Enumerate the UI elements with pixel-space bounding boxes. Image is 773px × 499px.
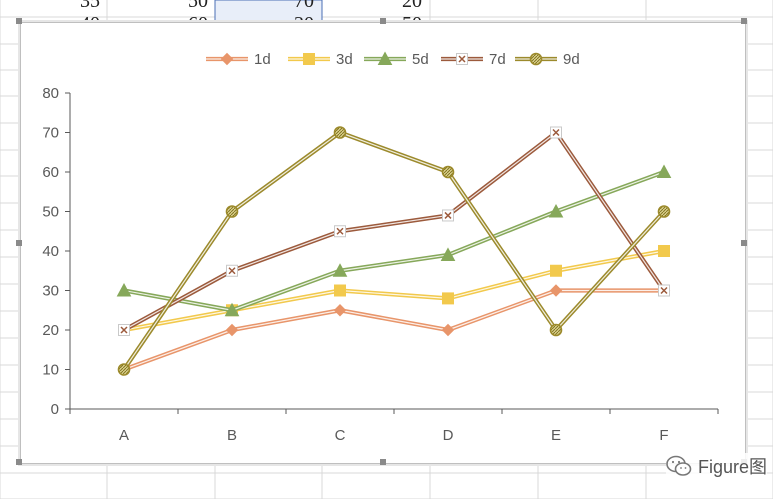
legend-item-9d: 9d — [515, 51, 580, 68]
x-tick-label: C — [335, 427, 346, 444]
y-tick-label: 0 — [51, 401, 59, 418]
legend-marker — [529, 52, 543, 66]
x-tick-label: F — [659, 427, 668, 444]
legend-marker — [220, 52, 234, 66]
cell-value[interactable]: 50 — [188, 0, 208, 12]
legend-item-5d: 5d — [364, 51, 429, 68]
data-point — [548, 203, 564, 218]
y-tick-label: 20 — [42, 322, 59, 339]
legend-label: 7d — [489, 51, 506, 68]
legend-item-3d: 3d — [288, 51, 353, 68]
data-point — [658, 245, 670, 257]
data-point — [334, 225, 346, 238]
data-point — [333, 304, 347, 317]
data-point — [442, 209, 454, 222]
data-point — [656, 164, 672, 178]
data-point — [333, 126, 347, 139]
data-point — [440, 247, 456, 261]
legend-item-7d: 7d — [441, 51, 506, 68]
resize-handle[interactable] — [741, 18, 747, 24]
legend-marker — [456, 53, 468, 65]
legend-marker — [377, 51, 393, 65]
data-point — [225, 205, 239, 218]
cell-value[interactable]: 35 — [80, 0, 100, 12]
data-point — [334, 284, 346, 297]
series-9d — [117, 126, 671, 376]
series-line-inner — [123, 250, 665, 331]
resize-handle[interactable] — [16, 240, 22, 246]
legend-item-1d: 1d — [206, 51, 271, 68]
x-tick-label: E — [551, 427, 561, 444]
resize-handle[interactable] — [16, 459, 22, 465]
y-tick-label: 10 — [42, 362, 59, 379]
data-point — [442, 292, 454, 305]
resize-handle[interactable] — [16, 18, 22, 24]
legend-label: 5d — [412, 51, 429, 68]
data-point — [225, 323, 239, 337]
legend-label: 1d — [254, 51, 271, 68]
data-point — [550, 264, 562, 277]
y-tick-label: 30 — [42, 283, 59, 300]
series-line-inner — [123, 171, 665, 311]
y-tick-label: 40 — [42, 243, 59, 260]
y-tick-label: 60 — [42, 164, 59, 181]
series-line-inner — [123, 131, 665, 370]
series-7d — [118, 126, 670, 336]
wechat-icon — [666, 455, 692, 476]
x-tick-label: D — [443, 427, 454, 444]
resize-handle[interactable] — [741, 240, 747, 246]
y-tick-label: 80 — [42, 85, 59, 102]
line-chart: 0 10 20 30 40 50 60 70 80 A B C D E F 1d 3d 5d 7d 9d — [42, 51, 719, 444]
series-5d — [116, 164, 672, 317]
legend: 1d 3d 5d 7d 9d — [206, 51, 580, 68]
data-point — [226, 264, 238, 277]
data-point — [550, 126, 562, 139]
data-point — [657, 205, 671, 218]
y-tick-label: 50 — [42, 204, 59, 221]
series-line-inner — [123, 289, 664, 371]
data-point — [118, 324, 130, 336]
data-point — [441, 323, 455, 337]
x-tick-label: A — [119, 427, 129, 444]
x-tick-label: B — [227, 427, 237, 444]
chart-container[interactable]: 0 10 20 30 40 50 60 70 80 A B C D E F 1d 3d 5d 7d 9d — [20, 22, 746, 464]
cell-value[interactable]: 70 — [294, 0, 314, 12]
resize-handle[interactable] — [380, 18, 386, 24]
watermark: Figure图 — [665, 453, 767, 479]
data-point — [658, 284, 670, 297]
watermark-text: Figure图 — [697, 457, 767, 477]
data-point — [332, 263, 348, 277]
y-tick-label: 70 — [42, 125, 59, 142]
legend-label: 3d — [336, 51, 353, 68]
legend-marker — [303, 53, 315, 65]
cell-value[interactable]: 20 — [402, 0, 422, 12]
data-point — [441, 165, 455, 179]
data-point — [116, 282, 132, 297]
legend-label: 9d — [563, 51, 580, 68]
data-point — [117, 363, 131, 376]
series-1d — [117, 284, 671, 376]
data-point — [549, 323, 563, 337]
series-line-inner — [123, 131, 665, 331]
resize-handle[interactable] — [380, 459, 386, 465]
data-point — [549, 284, 563, 297]
data-point — [224, 302, 240, 317]
